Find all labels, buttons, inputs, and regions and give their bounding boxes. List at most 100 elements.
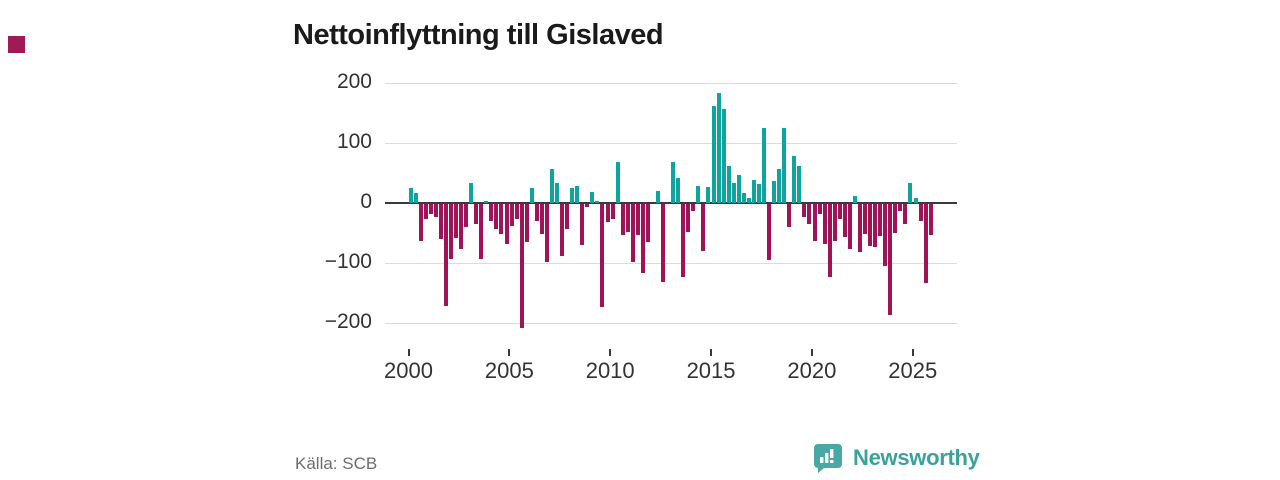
bar <box>802 204 807 218</box>
x-axis-tick-label: 2020 <box>787 358 837 383</box>
bar <box>787 204 792 228</box>
bar <box>413 192 418 203</box>
bar <box>615 162 620 203</box>
bar <box>610 204 615 219</box>
bar <box>479 204 484 260</box>
bar <box>857 204 862 252</box>
bar <box>847 204 852 249</box>
x-axis-tick-label: 2015 <box>686 358 736 383</box>
bar <box>721 109 726 203</box>
bar <box>544 204 549 263</box>
x-axis-tick <box>508 349 511 356</box>
bar <box>443 204 448 306</box>
bar <box>630 204 635 262</box>
bar <box>605 204 610 222</box>
y-axis-tick-label: −100 <box>324 250 372 273</box>
chart-title: Nettoinflyttning till Gislaved <box>293 19 664 52</box>
bar <box>504 204 509 245</box>
y-axis-tick-label: 100 <box>336 130 372 153</box>
bar <box>448 204 453 260</box>
bar <box>590 192 595 203</box>
bar <box>852 196 857 203</box>
bar <box>736 174 741 203</box>
bar <box>433 204 438 218</box>
bar <box>555 183 560 203</box>
bar <box>696 186 701 203</box>
bar <box>580 204 585 246</box>
bar <box>923 204 928 283</box>
bar <box>681 204 686 278</box>
bar <box>827 204 832 278</box>
bar <box>464 204 469 228</box>
bar <box>534 204 539 221</box>
bar <box>640 204 645 273</box>
bar <box>494 204 499 230</box>
bar <box>777 169 782 203</box>
gridline <box>385 143 957 144</box>
x-axis-tick-label: 2000 <box>384 358 433 383</box>
bar <box>842 204 847 237</box>
bar <box>484 201 489 203</box>
bar <box>893 204 898 233</box>
bar <box>888 204 893 315</box>
x-axis-tick-label: 2005 <box>484 358 534 383</box>
bar <box>928 204 933 236</box>
bar <box>807 204 812 224</box>
bar <box>832 204 837 241</box>
y-axis-tick-label: 0 <box>360 190 372 213</box>
bar <box>570 188 575 203</box>
bar <box>711 106 716 203</box>
bar <box>817 204 822 215</box>
bar <box>716 93 721 203</box>
bar <box>529 188 534 203</box>
bar <box>726 166 731 203</box>
zero-axis-line <box>385 202 957 204</box>
bar <box>686 204 691 232</box>
bar <box>741 192 746 203</box>
bar <box>797 166 802 203</box>
bar <box>489 204 494 221</box>
bar <box>691 204 696 212</box>
brand-name: Newsworthy <box>853 445 980 470</box>
bar <box>645 204 650 243</box>
x-axis-tick <box>911 349 914 356</box>
bar <box>519 204 524 328</box>
bar <box>620 204 625 236</box>
bar <box>746 198 751 203</box>
bar <box>782 128 787 203</box>
x-axis-tick-label: 2025 <box>888 358 938 383</box>
x-axis-tick <box>710 349 713 356</box>
y-axis-tick-label: 200 <box>336 70 372 93</box>
bar <box>549 169 554 203</box>
x-axis-tick-label: 2010 <box>585 358 635 383</box>
bar <box>918 204 923 221</box>
bar <box>459 204 464 249</box>
bar <box>454 204 459 238</box>
bar <box>661 204 666 282</box>
bar <box>635 204 640 236</box>
source-label: Källa: SCB <box>295 454 378 473</box>
bar <box>756 184 761 203</box>
bar <box>524 204 529 243</box>
bar <box>438 204 443 239</box>
bar <box>868 204 873 246</box>
bar <box>509 204 514 226</box>
bar <box>898 204 903 212</box>
bar <box>428 204 433 215</box>
bar <box>731 183 736 203</box>
bar <box>469 183 474 203</box>
bar <box>706 187 711 203</box>
bar <box>908 183 913 203</box>
x-axis-tick <box>609 349 612 356</box>
bar <box>539 204 544 234</box>
bar <box>600 204 605 308</box>
newsworthy-bubble-chart-icon <box>812 442 844 474</box>
bar <box>499 204 504 234</box>
bar <box>792 156 797 203</box>
bar <box>625 204 630 233</box>
bar <box>575 186 580 203</box>
bar <box>903 204 908 224</box>
bar <box>595 200 600 203</box>
bar <box>423 204 428 219</box>
